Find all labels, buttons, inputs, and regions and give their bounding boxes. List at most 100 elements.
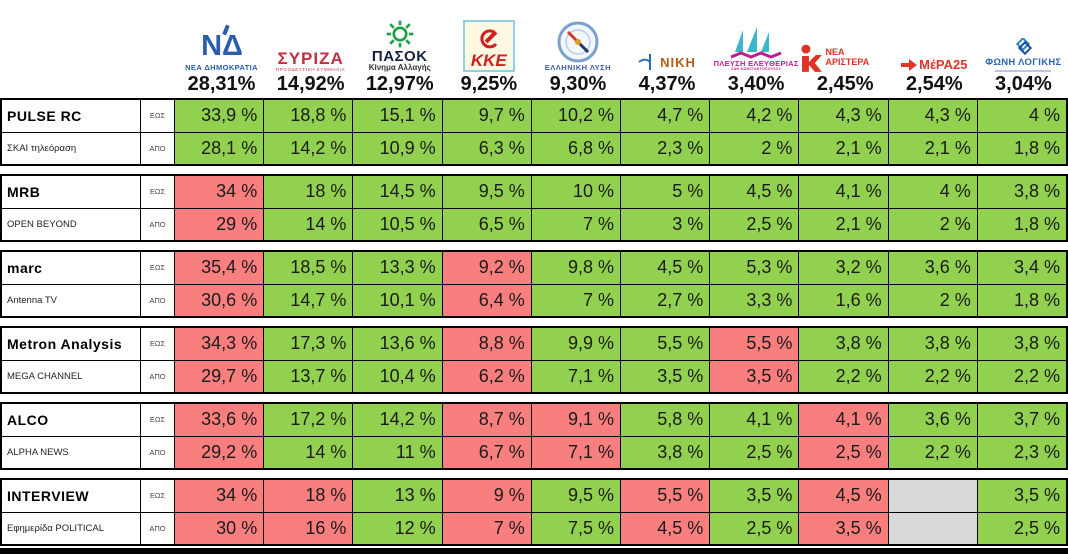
pollster-name-cell: ALCO	[2, 404, 141, 436]
poll-row-from: Antenna TV ΑΠΟ 30,6 % 14,7 % 10,1 % 6,4 % 7 % 2…	[2, 283, 1067, 316]
party-name: ΠΑΣΟΚ	[371, 47, 428, 65]
poll-value-cell: 8,7 %	[442, 404, 532, 436]
poll-value-cell	[888, 512, 978, 544]
party-header-nea-dimokratia: ΝΔ ΝΕΑ ΔΗΜΟΚΡΑΤΙΑ 28,31%	[177, 0, 266, 98]
election-result: 9,25%	[460, 73, 518, 95]
media-outlet: Antenna TV	[7, 294, 58, 306]
party-name: ΝΕΑ ΔΗΜΟΚΡΑΤΙΑ	[185, 63, 258, 73]
pollster-block: MRB ΕΩΣ 34 % 18 % 14,5 % 9,5 % 10 % 5 % 4,5 % 4,1…	[0, 174, 1068, 242]
poll-row-from: ΣΚΑΙ τηλεόραση ΑΠΟ 28,1 % 14,2 % 10,9 % 6,3 %…	[2, 131, 1067, 164]
poll-value-cell: 9,5 %	[531, 480, 622, 512]
elliniki-lysi-party-icon: ΕΛΛΗΝΙΚΗ ΛΥΣΗ	[545, 6, 611, 72]
nea-dimokratia-party-icon: ΝΔ ΝΕΑ ΔΗΜΟΚΡΑΤΙΑ	[179, 6, 265, 72]
media-outlet-cell: Εφημερίδα POLITICAL	[2, 512, 141, 544]
pollster-name-cell: PULSE RC	[2, 100, 141, 132]
poll-value-cell: 5,5 %	[621, 480, 711, 512]
poll-value-cell: 4 %	[888, 176, 978, 208]
poll-value-cell: 3,8 %	[977, 176, 1067, 208]
poll-value-cell: 15,1 %	[353, 100, 443, 132]
poll-value-cell: 3,8 %	[621, 436, 711, 468]
poll-value-cell: 2,5 %	[710, 208, 800, 240]
pollster-name-cell: INTERVIEW	[2, 480, 141, 512]
poll-value-cell: 5,5 %	[710, 328, 800, 360]
pollster-block: Metron Analysis ΕΩΣ 34,3 % 17,3 % 13,6 % 8,8 …	[0, 326, 1068, 394]
poll-value-cell: 34,3 %	[175, 328, 265, 360]
poll-value-cell: 5,5 %	[621, 328, 711, 360]
range-to-label: ΕΩΣ	[141, 176, 175, 208]
kke-party-icon: ΚΚΕ	[462, 6, 515, 72]
poll-value-cell: 13 %	[353, 480, 443, 512]
poll-value-cell: 14,5 %	[353, 176, 443, 208]
poll-value-cell: 2 %	[888, 208, 978, 240]
poll-value-cell: 2,5 %	[710, 512, 800, 544]
poll-value-cell: 8,8 %	[442, 328, 532, 360]
party-header-plefsi-eleftherias: ΠΛΕΥΣΗ ΕΛΕΥΘΕΡΙΑΣ ΖΩΗ ΚΩΝΣΤΑΝΤΟΠΟΥΛΟΥ 3,…	[712, 0, 801, 98]
poll-value-cell: 1,8 %	[977, 284, 1067, 316]
poll-value-cell: 14,2 %	[264, 132, 354, 164]
election-result: 2,54%	[905, 73, 963, 95]
poll-row-to: ALCO ΕΩΣ 33,6 % 17,2 % 14,2 % 8,7 % 9,1 % 5,8 %…	[2, 404, 1067, 436]
poll-value-cell: 28,1 %	[175, 132, 265, 164]
poll-value-cell: 4,7 %	[621, 100, 711, 132]
niki-party-icon: ΝΙΚΗ	[638, 6, 696, 72]
media-outlet-cell: ALPHA NEWS	[2, 436, 141, 468]
poll-value-cell: 2,2 %	[888, 436, 978, 468]
range-to-label: ΕΩΣ	[141, 252, 175, 284]
poll-value-cell: 7,1 %	[531, 360, 622, 392]
poll-value-cell: 5,8 %	[621, 404, 711, 436]
poll-row-from: Εφημερίδα POLITICAL ΑΠΟ 30 % 16 % 12 % 7 % 7,5…	[2, 511, 1067, 544]
poll-value-cell: 2 %	[888, 284, 978, 316]
poll-value-cell: 10,2 %	[531, 100, 622, 132]
poll-value-cell: 18,8 %	[264, 100, 354, 132]
party-subtitle-line	[995, 70, 1052, 72]
poll-value-cell: 34 %	[175, 176, 265, 208]
media-outlet: ALPHA NEWS	[7, 446, 69, 458]
party-header-syriza: ΣΥΡΙΖΑ ΠΡΟΟΔΕΥΤΙΚΗ ΣΥΜΜΑΧΙΑ 14,92%	[266, 0, 355, 98]
poll-value-cell: 18 %	[264, 176, 354, 208]
election-result: 14,92%	[276, 73, 345, 95]
poll-value-cell: 29,7 %	[175, 360, 265, 392]
media-outlet: OPEN BEYOND	[7, 218, 77, 230]
poll-row-to: marc ΕΩΣ 35,4 % 18,5 % 13,3 % 9,2 % 9,8 % 4,5 %…	[2, 252, 1067, 284]
poll-value-cell: 29,2 %	[175, 436, 265, 468]
poll-value-cell: 1,8 %	[977, 208, 1067, 240]
poll-value-cell: 4,5 %	[621, 512, 711, 544]
poll-value-cell: 6,3 %	[442, 132, 532, 164]
svg-text:ΝΔ: ΝΔ	[201, 30, 243, 62]
pollster-name: PULSE RC	[7, 107, 82, 124]
poll-value-cell: 9,7 %	[442, 100, 532, 132]
pollster-name-cell: Metron Analysis	[2, 328, 141, 360]
poll-value-cell: 1,6 %	[799, 284, 889, 316]
poll-value-cell: 9 %	[442, 480, 532, 512]
poll-value-cell: 2 %	[710, 132, 800, 164]
poll-value-cell: 3,3 %	[710, 284, 800, 316]
poll-value-cell: 33,9 %	[175, 100, 265, 132]
poll-value-cell: 7,1 %	[531, 436, 622, 468]
poll-value-cell: 4,5 %	[710, 176, 800, 208]
poll-value-cell: 14,7 %	[264, 284, 354, 316]
poll-value-cell	[888, 480, 978, 512]
poll-value-cell: 3,6 %	[888, 252, 978, 284]
poll-value-cell: 17,3 %	[264, 328, 354, 360]
party-name: ΝΙΚΗ	[660, 54, 696, 70]
election-result: 3,04%	[995, 73, 1052, 95]
poll-value-cell: 14,2 %	[353, 404, 443, 436]
party-header-mera25: ΜέΡΑ25 2,54%	[890, 0, 979, 98]
poll-value-cell: 6,8 %	[531, 132, 622, 164]
poll-value-cell: 1,8 %	[977, 132, 1067, 164]
poll-value-cell: 34 %	[175, 480, 265, 512]
poll-row-to: PULSE RC ΕΩΣ 33,9 % 18,8 % 15,1 % 9,7 % 10,2 %…	[2, 100, 1067, 132]
range-from-label: ΑΠΟ	[141, 360, 175, 392]
bottom-divider	[0, 548, 1068, 554]
poll-value-cell: 3,7 %	[977, 404, 1067, 436]
poll-value-cell: 7 %	[531, 284, 622, 316]
range-from-label: ΑΠΟ	[141, 512, 175, 544]
election-result: 3,40%	[727, 73, 785, 95]
poll-value-cell: 4,1 %	[799, 176, 889, 208]
poll-value-cell: 10,5 %	[353, 208, 443, 240]
poll-value-cell: 33,6 %	[175, 404, 265, 436]
poll-value-cell: 18,5 %	[264, 252, 354, 284]
pollster-block: ALCO ΕΩΣ 33,6 % 17,2 % 14,2 % 8,7 % 9,1 % 5,8 %…	[0, 402, 1068, 470]
media-outlet: ΣΚΑΙ τηλεόραση	[7, 142, 77, 154]
poll-value-cell: 2,1 %	[888, 132, 978, 164]
